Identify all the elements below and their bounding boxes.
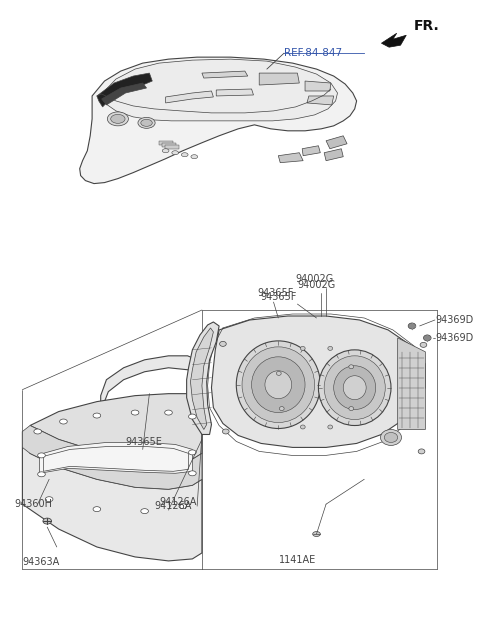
Ellipse shape (43, 518, 51, 524)
Text: 94002G: 94002G (298, 280, 336, 290)
Ellipse shape (349, 406, 354, 411)
Ellipse shape (138, 117, 155, 128)
Polygon shape (159, 141, 173, 144)
Polygon shape (202, 71, 248, 78)
Ellipse shape (423, 335, 431, 341)
Text: 94365F: 94365F (260, 292, 297, 302)
Polygon shape (30, 394, 202, 461)
Ellipse shape (172, 151, 179, 155)
Text: REF.84-847: REF.84-847 (284, 48, 342, 58)
Polygon shape (187, 322, 219, 435)
Text: 94126A: 94126A (154, 501, 192, 511)
Polygon shape (278, 153, 303, 163)
Text: 94360H: 94360H (15, 499, 53, 509)
Ellipse shape (162, 149, 169, 153)
Polygon shape (39, 442, 192, 473)
Ellipse shape (349, 365, 354, 369)
Ellipse shape (312, 531, 320, 536)
Ellipse shape (242, 347, 314, 423)
Ellipse shape (108, 112, 128, 126)
Polygon shape (305, 81, 331, 91)
Ellipse shape (37, 453, 45, 458)
Ellipse shape (45, 497, 53, 502)
Polygon shape (259, 73, 300, 85)
Ellipse shape (300, 346, 305, 350)
Text: 94365E: 94365E (126, 437, 162, 447)
Ellipse shape (420, 343, 427, 347)
Polygon shape (102, 83, 146, 105)
Polygon shape (326, 136, 347, 149)
Text: 94369D: 94369D (436, 315, 474, 325)
Ellipse shape (328, 346, 333, 350)
Ellipse shape (189, 471, 196, 476)
Polygon shape (102, 59, 337, 121)
Polygon shape (165, 144, 179, 149)
Ellipse shape (219, 341, 226, 346)
Ellipse shape (165, 410, 172, 415)
Polygon shape (307, 96, 334, 105)
Ellipse shape (328, 425, 333, 429)
Ellipse shape (408, 323, 416, 329)
Ellipse shape (318, 350, 391, 425)
Polygon shape (397, 338, 425, 430)
Polygon shape (302, 146, 320, 156)
Ellipse shape (37, 472, 45, 477)
Ellipse shape (300, 425, 305, 429)
Polygon shape (382, 33, 406, 47)
Ellipse shape (141, 509, 148, 514)
Ellipse shape (324, 356, 385, 420)
Polygon shape (162, 143, 176, 147)
Ellipse shape (252, 357, 305, 413)
Ellipse shape (34, 429, 41, 434)
Text: 94126A: 94126A (159, 497, 197, 507)
Ellipse shape (279, 406, 284, 411)
Ellipse shape (343, 375, 366, 399)
Polygon shape (216, 89, 253, 96)
Ellipse shape (189, 414, 196, 419)
Ellipse shape (265, 371, 292, 399)
Text: 1141AE: 1141AE (279, 555, 316, 565)
Ellipse shape (93, 413, 101, 418)
Ellipse shape (181, 153, 188, 156)
Ellipse shape (236, 341, 320, 428)
Polygon shape (80, 57, 357, 184)
Polygon shape (191, 328, 214, 430)
Ellipse shape (179, 504, 187, 509)
Polygon shape (166, 91, 214, 103)
Polygon shape (23, 432, 202, 561)
Ellipse shape (276, 372, 281, 375)
Text: 94369D: 94369D (436, 333, 474, 343)
Ellipse shape (141, 119, 152, 126)
Polygon shape (101, 356, 197, 425)
Ellipse shape (189, 450, 196, 455)
Ellipse shape (191, 155, 198, 158)
Text: 94365F: 94365F (257, 288, 294, 298)
Text: 94363A: 94363A (23, 557, 60, 567)
Ellipse shape (381, 430, 401, 445)
Ellipse shape (418, 449, 425, 454)
Ellipse shape (334, 366, 376, 410)
Ellipse shape (131, 410, 139, 415)
Polygon shape (97, 73, 152, 107)
Polygon shape (212, 316, 421, 447)
Text: 94002G: 94002G (296, 274, 334, 284)
Ellipse shape (60, 419, 67, 424)
Text: FR.: FR. (414, 20, 440, 33)
Ellipse shape (384, 432, 397, 442)
Ellipse shape (111, 114, 125, 123)
Polygon shape (324, 149, 343, 161)
Ellipse shape (93, 507, 101, 512)
Polygon shape (23, 425, 202, 489)
Ellipse shape (222, 429, 229, 434)
